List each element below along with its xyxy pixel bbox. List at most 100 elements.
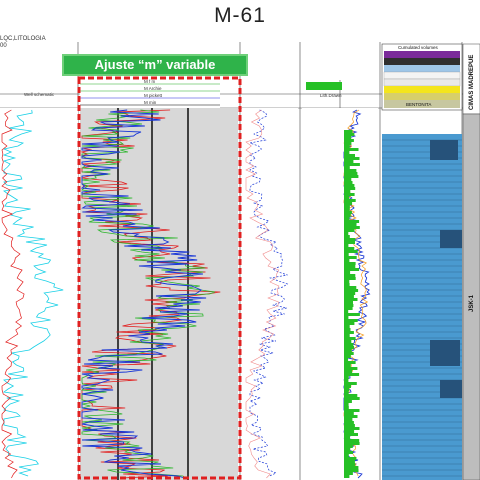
lith-green-fill <box>344 358 348 361</box>
lith-green-fill <box>344 331 354 334</box>
lith-green-fill <box>344 472 353 475</box>
lith-green-fill <box>344 397 360 400</box>
lith-green-fill <box>344 340 351 343</box>
lith-green-fill <box>344 238 355 241</box>
lith-green-fill <box>344 253 349 256</box>
track3-header-row: M f m <box>144 79 155 84</box>
lith-green-fill <box>344 355 351 358</box>
lith-green-fill <box>344 214 351 217</box>
lith-green-fill <box>344 247 354 250</box>
lith-green-fill <box>344 415 358 418</box>
lith-green-fill <box>344 190 350 193</box>
lith-green-fill <box>344 436 350 439</box>
lith-green-fill <box>344 424 355 427</box>
lith-green-fill <box>344 322 354 325</box>
lith-green-fill <box>344 220 359 223</box>
legend-swatch <box>384 65 460 72</box>
lith-green-fill <box>344 235 350 238</box>
lith-green-fill <box>344 343 353 346</box>
lith-green-fill <box>344 361 356 364</box>
legend-swatch <box>384 58 460 65</box>
lith-green-fill <box>344 301 353 304</box>
lith-green-fill <box>344 250 358 253</box>
lith-green-fill <box>344 451 353 454</box>
lith-green-fill <box>344 193 355 196</box>
lith-green-fill <box>344 439 359 442</box>
legend-swatch <box>384 79 460 86</box>
lith-green-fill <box>344 457 356 460</box>
lith-green-fill <box>344 295 354 298</box>
lith-green-fill <box>344 244 348 247</box>
lith-green-fill <box>344 241 355 244</box>
lith-green-fill <box>344 400 352 403</box>
lith-green-fill <box>344 196 349 199</box>
lith-green-fill <box>344 139 354 142</box>
lith-green-fill <box>344 148 359 151</box>
lith-green-fill <box>344 283 350 286</box>
legend-swatch <box>384 72 460 79</box>
lith-green-fill <box>344 259 349 262</box>
lith-green-fill <box>344 364 351 367</box>
lith-green-fill <box>344 448 350 451</box>
lith-green-fill <box>344 475 349 478</box>
lith-green-fill <box>344 412 354 415</box>
lith-green-fill <box>344 145 350 148</box>
lith-green-fill <box>344 130 353 133</box>
lith-green-fill <box>344 427 360 430</box>
m-variable-badge: Ajuste “m” variable <box>62 54 248 76</box>
lith-green-fill <box>344 169 356 172</box>
lith-green-fill <box>344 388 349 391</box>
lith-green-fill <box>344 406 349 409</box>
lith-green-fill <box>344 205 350 208</box>
lith-green-fill <box>344 202 352 205</box>
lith-green-fill <box>344 175 358 178</box>
shale-interval <box>440 380 462 398</box>
shale-interval <box>430 340 460 366</box>
shale-interval <box>440 230 462 248</box>
lith-green-fill <box>344 232 348 235</box>
track4-curves <box>242 108 298 480</box>
lithology-column <box>382 134 462 480</box>
legend-swatch <box>384 51 460 58</box>
legend-swatch <box>384 93 460 100</box>
lith-green-fill <box>344 466 358 469</box>
lith-green-fill <box>344 382 357 385</box>
track1-curves <box>0 108 78 480</box>
track6-header-label: Lith.Drawn <box>320 93 342 98</box>
lith-green-fill <box>344 409 360 412</box>
lith-green-fill <box>344 223 357 226</box>
track3-curves <box>80 108 238 480</box>
lith-green-fill <box>344 289 358 292</box>
lith-green-fill <box>344 217 350 220</box>
lith-green-fill <box>344 226 360 229</box>
lith-green-fill <box>344 430 354 433</box>
lith-green-fill <box>344 277 356 280</box>
legend-item-bentonita: BENTONITA <box>406 102 431 107</box>
lith-green-fill <box>344 166 350 169</box>
lithology-legend: Cumulated volumes BENTONITA <box>382 44 462 110</box>
legend-swatch <box>384 86 460 93</box>
lith-green-fill <box>344 256 357 259</box>
track5-bg <box>302 108 378 480</box>
lith-drawn-swatch <box>306 82 342 90</box>
lith-green-fill <box>344 163 360 166</box>
lith-green-fill <box>344 172 357 175</box>
lith-green-fill <box>344 367 357 370</box>
lith-green-fill <box>344 298 358 301</box>
lith-green-fill <box>344 157 360 160</box>
lith-green-fill <box>344 160 353 163</box>
track3-header-row: M pickett <box>144 93 163 98</box>
lith-green-fill <box>344 463 355 466</box>
lith-green-fill <box>344 184 354 187</box>
track3-header-row: M Archie <box>144 86 162 91</box>
lith-green-fill <box>344 211 352 214</box>
track3-header-row: M min <box>144 100 157 105</box>
lith-green-fill <box>344 199 356 202</box>
lith-green-fill <box>344 274 355 277</box>
lith-green-fill <box>344 391 349 394</box>
lith-green-fill <box>344 421 354 424</box>
lith-green-fill <box>344 181 353 184</box>
track1-header-label: Well schematic <box>24 92 55 97</box>
lith-green-fill <box>344 271 350 274</box>
lith-green-fill <box>344 469 359 472</box>
